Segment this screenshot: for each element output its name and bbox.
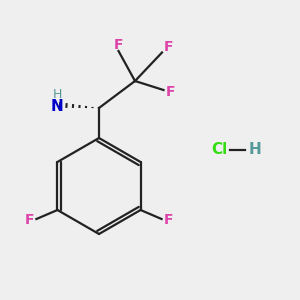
Text: F: F — [114, 38, 123, 52]
Text: H: H — [52, 88, 62, 101]
Text: Cl: Cl — [212, 142, 228, 158]
Text: H: H — [249, 142, 262, 158]
Text: F: F — [164, 40, 173, 54]
Text: F: F — [165, 85, 175, 98]
Text: N: N — [51, 99, 63, 114]
Text: F: F — [164, 214, 173, 227]
Text: F: F — [25, 214, 34, 227]
